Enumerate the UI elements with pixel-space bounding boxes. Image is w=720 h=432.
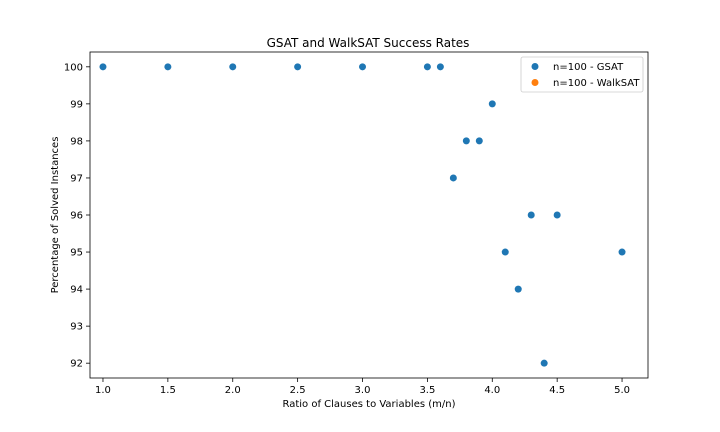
- y-tick-label: 94: [70, 285, 83, 296]
- x-tick-label: 1.5: [160, 385, 176, 396]
- legend: n=100 - GSAT n=100 - WalkSAT: [520, 56, 644, 93]
- data-point: [618, 248, 626, 256]
- data-point: [527, 211, 535, 219]
- y-tick-label: 100: [64, 62, 83, 73]
- y-tick-label: 93: [70, 322, 83, 333]
- legend-label: n=100 - WalkSAT: [553, 78, 640, 89]
- x-tick-label: 3.0: [355, 385, 371, 396]
- y-tick-label: 95: [70, 248, 83, 259]
- x-tick-label: 4.5: [549, 385, 565, 396]
- data-point: [553, 211, 561, 219]
- data-point: [229, 63, 237, 71]
- chart-title: GSAT and WalkSAT Success Rates: [267, 36, 470, 50]
- axes-frame: [89, 51, 649, 379]
- y-tick-label: 98: [70, 136, 83, 147]
- data-point: [501, 248, 509, 256]
- x-tick-label: 2.5: [290, 385, 306, 396]
- data-point: [164, 63, 172, 71]
- data-point: [294, 63, 302, 71]
- data-point: [540, 359, 548, 367]
- data-point: [462, 137, 470, 145]
- data-point: [359, 63, 367, 71]
- x-tick-label: 1.0: [95, 385, 111, 396]
- y-tick-label: 96: [70, 211, 83, 222]
- y-tick-label: 92: [70, 359, 83, 370]
- data-point: [475, 137, 483, 145]
- y-axis-label: Percentage of Solved Instances: [50, 137, 61, 294]
- legend-marker: [531, 63, 539, 70]
- x-tick-label: 2.0: [225, 385, 241, 396]
- y-tick-label: 97: [70, 173, 83, 184]
- x-axis-label: Ratio of Clauses to Variables (m/n): [283, 399, 456, 410]
- x-tick-label: 5.0: [614, 385, 630, 396]
- x-tick-label: 3.5: [419, 385, 435, 396]
- data-point: [488, 100, 496, 108]
- x-tick-label: 4.0: [484, 385, 500, 396]
- data-point: [436, 63, 444, 71]
- legend-label: n=100 - GSAT: [553, 62, 624, 73]
- data-point: [449, 174, 457, 182]
- plot-area: 1.0 1.5 2.0 2.5 3.0 3.5 4.0 4.5 5.0 92 93 94 95 96 97 9…: [64, 51, 649, 396]
- legend-marker: [531, 79, 539, 86]
- data-point: [514, 285, 522, 293]
- data-point: [99, 63, 107, 71]
- data-point: [423, 63, 431, 71]
- legend-box: [520, 56, 644, 93]
- y-tick-label: 99: [70, 99, 83, 110]
